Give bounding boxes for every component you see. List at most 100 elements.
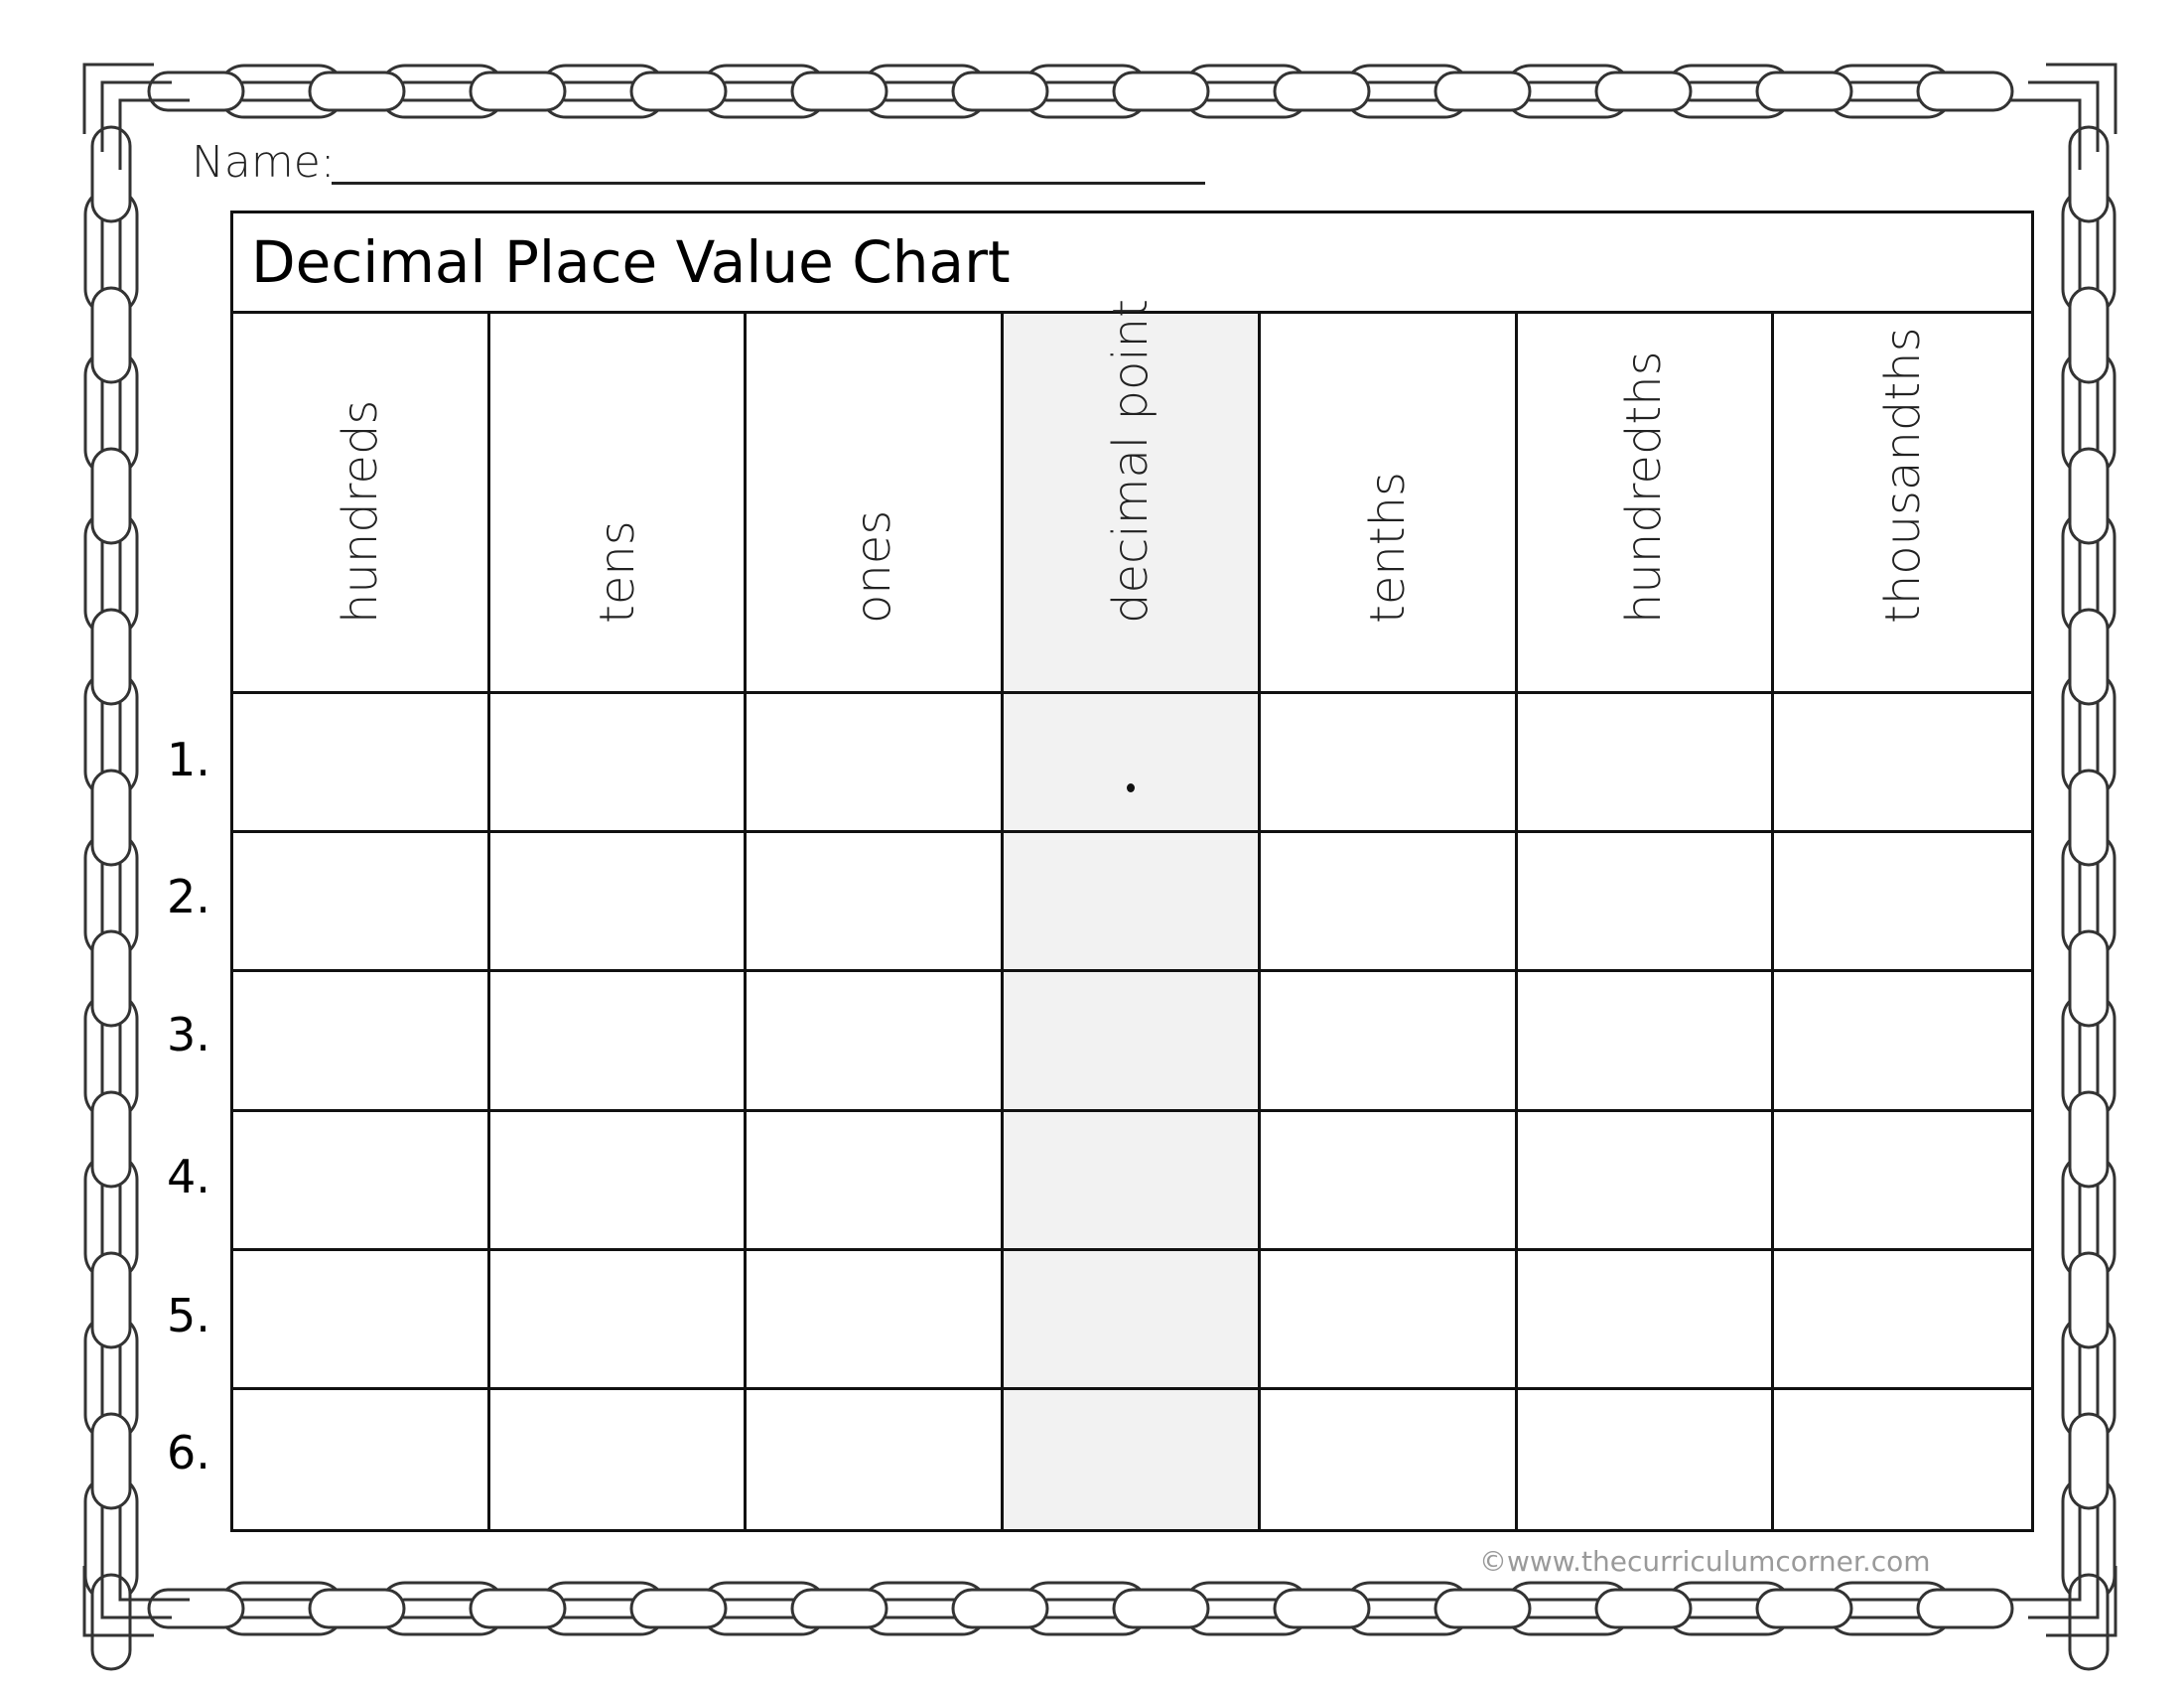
chain-corner [100, 1548, 172, 1619]
chart-title: Decimal Place Value Chart [233, 213, 2031, 314]
chain-link [1433, 70, 1532, 112]
chain-link [469, 1588, 567, 1629]
name-input-line[interactable] [332, 182, 1205, 185]
answer-cell[interactable] [1517, 833, 1775, 973]
chain-link [951, 70, 1049, 112]
chain-link [90, 608, 132, 706]
decimal-point-mark [1126, 783, 1135, 792]
answer-cell[interactable] [490, 1389, 748, 1529]
chain-link [90, 1573, 132, 1671]
chain-link [147, 70, 245, 112]
answer-cell[interactable] [1517, 1111, 1775, 1251]
chain-corner [2046, 1566, 2117, 1637]
chain-link [308, 1588, 406, 1629]
column-header: hundredths [1517, 314, 1775, 694]
chain-link [951, 1588, 1049, 1629]
answer-cell[interactable] [233, 1250, 490, 1390]
answer-cell[interactable] [1260, 694, 1518, 834]
answer-cell[interactable] [1774, 694, 2031, 834]
table-grid: hundreds tens ones decimal point tenths hundr… [233, 299, 2031, 1529]
column-header-label: tens [589, 520, 645, 624]
chain-link [2068, 1090, 2110, 1189]
row-number: 1. [167, 733, 210, 786]
column-header-label: tenths [1359, 471, 1416, 624]
chain-link [469, 70, 567, 112]
chain-corner [118, 98, 190, 170]
row-number: 4. [167, 1150, 210, 1203]
answer-cell[interactable] [233, 1389, 490, 1529]
column-header: tens [489, 314, 748, 694]
chain-corner [2046, 63, 2117, 134]
answer-cell[interactable] [233, 1111, 490, 1251]
answer-cell[interactable] [747, 833, 1005, 973]
answer-cell[interactable] [747, 1250, 1005, 1390]
answer-cell[interactable] [489, 1250, 748, 1390]
chain-link [308, 70, 406, 112]
chain-link [1594, 70, 1693, 112]
chain-link [1594, 1588, 1693, 1629]
answer-cell[interactable] [1004, 1111, 1261, 1251]
column-header-label: hundredths [1616, 351, 1673, 624]
chain-link [90, 1090, 132, 1189]
answer-cell[interactable] [233, 694, 490, 834]
answer-cell[interactable] [1260, 1250, 1518, 1390]
answer-cell[interactable] [233, 972, 490, 1112]
answer-cell[interactable] [747, 972, 1005, 1112]
chain-link [2068, 1412, 2110, 1510]
chain-corner [118, 1530, 190, 1602]
answer-cell[interactable] [1004, 694, 1261, 834]
chain-corner [2028, 1548, 2100, 1619]
answer-cell[interactable] [1517, 972, 1775, 1112]
answer-cell[interactable] [1004, 833, 1261, 973]
answer-cell[interactable] [1517, 694, 1775, 834]
answer-cell[interactable] [1004, 1389, 1261, 1529]
chain-link [2068, 608, 2110, 706]
chain-link [2068, 929, 2110, 1028]
row-number: 5. [167, 1289, 210, 1342]
chain-link [2068, 1573, 2110, 1671]
column-header-label: decimal point [1102, 299, 1159, 624]
chain-link [147, 1588, 245, 1629]
answer-cell[interactable] [1774, 1112, 2031, 1251]
chain-link [790, 70, 888, 112]
column-header: hundreds [233, 314, 490, 694]
answer-cell[interactable] [1517, 1250, 1775, 1390]
answer-cell[interactable] [747, 694, 1005, 834]
chain-link [90, 125, 132, 223]
answer-cell[interactable] [1260, 833, 1518, 973]
answer-cell[interactable] [1774, 972, 2031, 1112]
answer-cell[interactable] [489, 694, 748, 834]
chain-link [90, 769, 132, 867]
answer-cell[interactable] [1774, 1251, 2031, 1390]
answer-cell[interactable] [1004, 972, 1261, 1112]
copyright-text: ©www.thecurriculumcorner.com [1479, 1545, 1931, 1578]
answer-cell[interactable] [1260, 972, 1518, 1112]
answer-cell[interactable] [1774, 833, 2031, 973]
answer-cell[interactable] [1260, 1111, 1518, 1251]
row-number: 2. [167, 870, 210, 923]
answer-cell[interactable] [233, 833, 490, 973]
column-header: decimal point [1004, 299, 1261, 694]
answer-cell[interactable] [1261, 1389, 1518, 1529]
answer-cell[interactable] [489, 972, 748, 1112]
answer-cell[interactable] [1774, 1390, 2031, 1529]
answer-cell[interactable] [747, 1111, 1005, 1251]
chain-link [90, 1412, 132, 1510]
chain-link [90, 447, 132, 545]
chain-corner [2010, 1530, 2082, 1602]
column-header: ones [747, 314, 1005, 694]
answer-cell[interactable] [489, 1111, 748, 1251]
answer-cell[interactable] [1004, 1250, 1261, 1390]
chain-link [1273, 70, 1371, 112]
name-label: Name: [192, 137, 336, 188]
chain-link [1112, 70, 1210, 112]
chain-link [1916, 70, 2014, 112]
place-value-table: Decimal Place Value Chart hundreds tens on… [230, 211, 2034, 1532]
answer-cell[interactable] [747, 1389, 1005, 1529]
chain-corner [2028, 80, 2100, 152]
column-header-label: ones [846, 509, 902, 624]
answer-cell[interactable] [1518, 1389, 1775, 1529]
chain-link [1273, 1588, 1371, 1629]
answer-cell[interactable] [489, 833, 748, 973]
